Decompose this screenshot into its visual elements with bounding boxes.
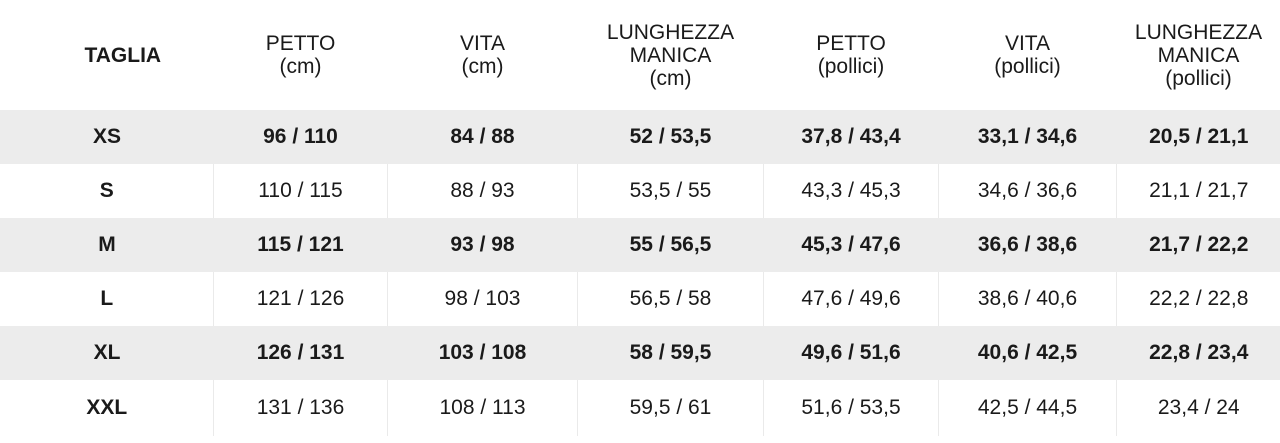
table-cell: 96 / 110 [213,110,388,164]
table-cell: 21,7 / 22,2 [1116,218,1280,272]
header-manica-cm: LUNGHEZZA MANICA (cm) [606,20,735,90]
table-row: XXL 131 / 136 108 / 113 59,5 / 61 51,6 /… [1,380,1280,436]
table-cell: 23,4 / 24 [1116,380,1280,436]
table-cell: 22,2 / 22,8 [1116,272,1280,326]
table-body: XS 96 / 110 84 / 88 52 / 53,5 37,8 / 43,… [0,110,1280,436]
header-vita-pollici: VITA (pollici) [994,32,1061,78]
table-cell: 45,3 / 47,6 [763,218,939,272]
table-row: S 110 / 115 88 / 93 53,5 / 55 43,3 / 45,… [1,164,1280,218]
table-header: TAGLIA PETTO (cm) VITA (cm) LUNGHEZZA MA… [1,0,1280,110]
table-cell: 40,6 / 42,5 [938,326,1117,380]
table-cell: 36,6 / 38,6 [938,218,1117,272]
table-cell: 49,6 / 51,6 [763,326,939,380]
table-cell: 43,3 / 45,3 [763,164,939,218]
table-cell: 84 / 88 [387,110,578,164]
table-cell: 51,6 / 53,5 [763,380,939,436]
table-cell: 59,5 / 61 [577,380,764,436]
table-cell: 22,8 / 23,4 [1116,326,1280,380]
table-cell: 38,6 / 40,6 [938,272,1117,326]
size-label: M [0,218,214,272]
table-cell: 108 / 113 [387,380,578,436]
table-row: M 115 / 121 93 / 98 55 / 56,5 45,3 / 47,… [0,218,1280,272]
size-label: L [100,287,114,310]
table-row: L 121 / 126 98 / 103 56,5 / 58 47,6 / 49… [1,272,1280,326]
table-cell: 110 / 115 [213,164,388,218]
table-cell: 58 / 59,5 [577,326,764,380]
table-cell: 121 / 126 [213,272,388,326]
table-cell: 20,5 / 21,1 [1116,110,1280,164]
header-taglia: TAGLIA [84,43,162,67]
table-cell: 37,8 / 43,4 [763,110,939,164]
table-cell: 47,6 / 49,6 [763,272,939,326]
table-cell: 52 / 53,5 [577,110,764,164]
header-row: TAGLIA PETTO (cm) VITA (cm) LUNGHEZZA MA… [1,0,1280,110]
size-label: S [99,179,114,202]
header-manica-pollici: LUNGHEZZA MANICA (pollici) [1134,20,1263,90]
header-petto-cm: PETTO (cm) [265,32,336,78]
table-cell: 103 / 108 [387,326,578,380]
table-cell: 21,1 / 21,7 [1116,164,1280,218]
table-cell: 55 / 56,5 [577,218,764,272]
size-label: XL [0,326,214,380]
table-cell: 88 / 93 [387,164,578,218]
size-label: XXL [86,396,128,419]
table-cell: 56,5 / 58 [577,272,764,326]
table-cell: 42,5 / 44,5 [938,380,1117,436]
table-cell: 33,1 / 34,6 [938,110,1117,164]
table-cell: 115 / 121 [213,218,388,272]
table-cell: 34,6 / 36,6 [938,164,1117,218]
size-label: XS [0,110,214,164]
header-petto-pollici: PETTO (pollici) [816,32,886,78]
header-vita-cm: VITA (cm) [459,32,506,78]
table-cell: 93 / 98 [387,218,578,272]
table-row: XS 96 / 110 84 / 88 52 / 53,5 37,8 / 43,… [0,110,1280,164]
table-cell: 98 / 103 [387,272,578,326]
table-cell: 53,5 / 55 [577,164,764,218]
table-row: XL 126 / 131 103 / 108 58 / 59,5 49,6 / … [0,326,1280,380]
table-cell: 131 / 136 [213,380,388,436]
table-cell: 126 / 131 [213,326,388,380]
